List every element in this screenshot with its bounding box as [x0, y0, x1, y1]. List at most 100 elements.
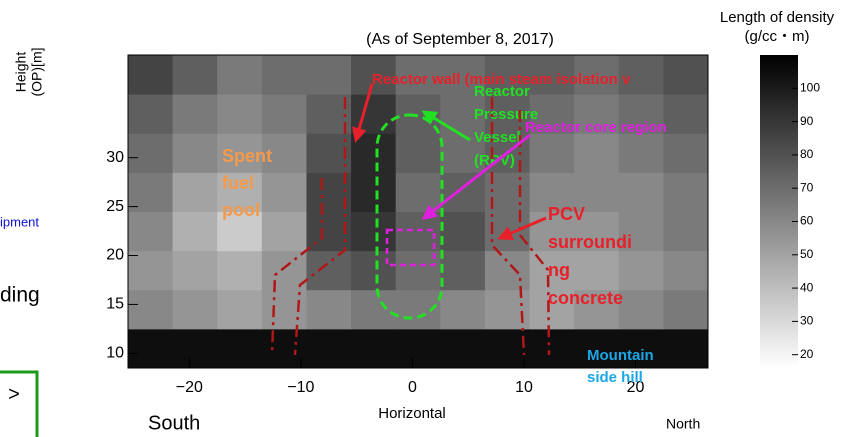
annotation: concrete — [548, 288, 623, 308]
heatmap-cell — [574, 55, 620, 95]
heatmap-cell — [663, 211, 709, 252]
heatmap-cell — [172, 211, 218, 252]
heatmap-cell — [306, 55, 352, 95]
heatmap-cell — [574, 250, 620, 291]
heatmap-cell — [395, 55, 441, 95]
arrow — [497, 216, 547, 241]
x-tick-label: −20 — [176, 379, 203, 396]
annotation: pool — [222, 200, 260, 220]
heatmap-cell — [574, 211, 620, 252]
annotation: ng — [548, 260, 570, 280]
heatmap-cell — [217, 250, 263, 291]
heatmap-cell — [306, 250, 352, 291]
heatmap-cell — [306, 289, 352, 330]
colorbar-tick-label: 80 — [800, 147, 814, 161]
heatmap-cell — [261, 289, 307, 330]
x-tick-label: −10 — [287, 379, 314, 396]
heatmap-cell — [440, 289, 486, 330]
colorbar-label: (g/cc・m) — [745, 28, 810, 45]
heatmap-cell — [440, 172, 486, 212]
side-text: ipment — [0, 214, 39, 229]
heatmap-cell — [217, 172, 263, 212]
annotation: Pressure — [474, 106, 538, 123]
heatmap-cell — [261, 55, 307, 95]
heatmap-cell — [351, 250, 397, 291]
x-tick-label: 10 — [515, 379, 533, 396]
heatmap-cell — [440, 133, 486, 173]
heatmap-cell — [574, 94, 620, 134]
heatmap-cell — [261, 250, 307, 291]
heatmap-cell — [395, 172, 441, 212]
side-text: ding — [0, 284, 40, 307]
heatmap-cell — [261, 328, 307, 369]
heatmap-cell — [618, 289, 664, 330]
annotation: Reactor wall (main steam isolation v — [372, 71, 631, 88]
heatmap-cell — [172, 133, 218, 173]
heatmap-cell — [618, 211, 664, 252]
colorbar-tick-label: 40 — [800, 280, 814, 294]
heatmap-cell — [351, 133, 397, 173]
y-tick-label: 30 — [106, 149, 124, 166]
colorbar — [760, 55, 798, 368]
heatmap-cell — [217, 133, 263, 173]
heatmap-cell — [618, 172, 664, 212]
heatmap-cell — [217, 55, 263, 95]
heatmap-cell — [395, 289, 441, 330]
heatmap-cell — [306, 328, 352, 369]
arrow — [421, 110, 471, 142]
heatmap-cell — [172, 289, 218, 330]
heatmap-cell — [351, 172, 397, 212]
heatmap-cell — [440, 55, 486, 95]
heatmap-cell — [663, 94, 709, 134]
heatmap-cell — [217, 211, 263, 252]
colorbar-tick-label: 70 — [800, 180, 814, 194]
heatmap-cell — [128, 250, 174, 291]
heatmap-cell — [529, 328, 575, 369]
heatmap-cell — [663, 55, 709, 95]
heatmap-cell — [618, 55, 664, 95]
heatmap-cell — [261, 172, 307, 212]
arrow — [421, 133, 531, 220]
heatmap-cell — [128, 55, 174, 95]
annotation: Reactor — [474, 83, 530, 100]
arrow — [352, 83, 374, 143]
heatmap-cell — [529, 289, 575, 330]
heatmap-cell — [261, 211, 307, 252]
heatmap-cell — [261, 133, 307, 173]
heatmap-cell — [128, 289, 174, 330]
heatmap-cell — [351, 211, 397, 252]
heatmap-cell — [172, 328, 218, 369]
heatmap-cell — [172, 250, 218, 291]
heatmap-cell — [128, 133, 174, 173]
y-axis-label: (OP)[m] — [29, 48, 45, 97]
core-outline — [385, 228, 436, 267]
y-tick-label: 20 — [106, 247, 124, 264]
heatmap-cell — [484, 55, 531, 95]
colorbar-tick-label: 30 — [800, 314, 814, 328]
heatmap-cell — [172, 94, 218, 134]
heatmap-cell — [217, 94, 263, 134]
rpv-outline — [375, 113, 444, 320]
annotation: Reactor core region — [525, 119, 667, 136]
annotation: Spent — [222, 146, 272, 166]
colorbar-tick-label: 50 — [800, 247, 814, 261]
side-text: North — [666, 416, 700, 432]
heatmap-cell — [574, 133, 620, 173]
y-tick-label: 10 — [106, 345, 124, 362]
pcv-outline — [270, 97, 551, 356]
heatmap-cell — [395, 133, 441, 173]
heatmap-cell — [351, 94, 397, 134]
heatmap-cell — [618, 133, 664, 173]
heatmap-cell — [395, 328, 441, 369]
heatmap-cell — [351, 328, 397, 369]
heatmap-cell — [574, 289, 620, 330]
x-axis-label: Horizontal — [378, 405, 446, 422]
heatmap — [128, 55, 709, 369]
heatmap-cell — [663, 289, 709, 330]
heatmap-cell — [128, 172, 174, 212]
annotation: fuel — [222, 173, 254, 193]
heatmap-cell — [351, 55, 397, 95]
heatmap-cell — [172, 55, 218, 95]
heatmap-cell — [484, 289, 531, 330]
